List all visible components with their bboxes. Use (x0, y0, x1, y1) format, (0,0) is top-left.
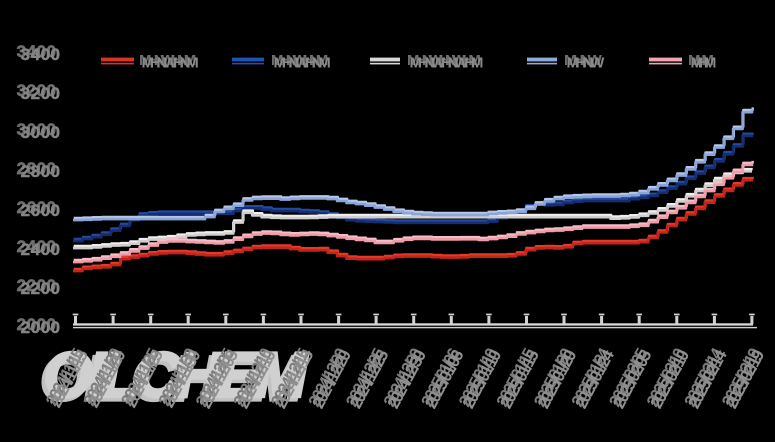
svg-text:2600: 2600 (21, 201, 61, 220)
svg-text:2200: 2200 (17, 276, 57, 295)
svg-text:MHNWHNWHM: MHNWHNWHM (410, 55, 483, 72)
svg-text:3000: 3000 (17, 120, 57, 139)
svg-text:2000: 2000 (21, 318, 61, 337)
svg-text:2600: 2600 (17, 198, 57, 217)
svg-text:OILCHEM: OILCHEM (44, 341, 309, 411)
svg-text:OILCHEM: OILCHEM (40, 344, 305, 414)
svg-text:3000: 3000 (21, 123, 61, 142)
svg-text:MHNW: MHNW (564, 52, 603, 69)
svg-text:MHNWHNM: MHNWHNM (274, 55, 331, 72)
svg-text:2800: 2800 (17, 159, 57, 178)
svg-text:MHNW: MHNW (567, 55, 606, 72)
svg-text:MHNWHNM: MHNWHNM (271, 52, 328, 69)
svg-text:2400: 2400 (21, 240, 61, 259)
svg-text:2400: 2400 (17, 237, 57, 256)
svg-text:3200: 3200 (21, 84, 61, 103)
svg-text:3200: 3200 (17, 81, 57, 100)
svg-text:2200: 2200 (21, 279, 61, 298)
svg-text:2000: 2000 (17, 315, 57, 334)
svg-text:MHNWHNM: MHNWHNM (142, 55, 199, 72)
svg-text:2800: 2800 (21, 162, 61, 181)
svg-text:MHNWHNM: MHNWHNM (139, 52, 196, 69)
svg-text:3400: 3400 (21, 45, 61, 64)
svg-text:MHNWHNWHM: MHNWHNWHM (407, 52, 480, 69)
svg-text:3400: 3400 (17, 42, 57, 61)
